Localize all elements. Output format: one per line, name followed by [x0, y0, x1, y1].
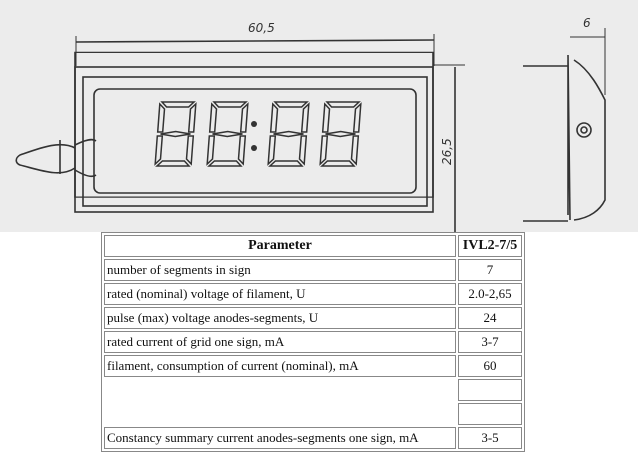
- param-cell: [104, 379, 456, 401]
- table-row-empty: [104, 403, 522, 425]
- seven-segment-digit: [267, 101, 310, 167]
- digit-segment: [208, 102, 218, 133]
- table-row: Constancy summary current anodes-segment…: [104, 427, 522, 449]
- seven-segment-digit: [154, 101, 197, 167]
- digit-segment: [298, 135, 308, 166]
- exhaust-tip: [15, 143, 76, 174]
- value-cell: [458, 379, 522, 401]
- param-cell: Constancy summary current anodes-segment…: [104, 427, 456, 449]
- colon-dot-bottom: [251, 145, 257, 151]
- value-cell: 7: [458, 259, 522, 281]
- digit-segment: [319, 135, 329, 166]
- digit-segment: [267, 135, 277, 166]
- table-row: rated (nominal) voltage of filament, U 2.…: [104, 283, 522, 305]
- param-cell: pulse (max) voltage anodes-segments, U: [104, 307, 456, 329]
- digit-segment: [300, 102, 310, 133]
- table-row-empty: [104, 379, 522, 401]
- side-view: [567, 54, 606, 221]
- display-window: [93, 88, 417, 194]
- param-cell: [104, 403, 456, 425]
- digit-segment: [325, 130, 356, 138]
- table-row: pulse (max) voltage anodes-segments, U 24: [104, 307, 522, 329]
- header-parameter: Parameter: [104, 235, 456, 257]
- vfd-display-drawing: 60,5 26,5 6: [15, 16, 606, 258]
- value-cell: 2.0-2,65: [458, 283, 522, 305]
- width-dimension-label: 60,5: [248, 21, 275, 35]
- digit-segment: [321, 102, 331, 133]
- digit-segment: [325, 101, 361, 108]
- digit-segment: [187, 102, 197, 133]
- digit-segment: [268, 160, 304, 167]
- depth-dimension-label: 6: [583, 16, 591, 30]
- value-cell: 60: [458, 355, 522, 377]
- digit-segment: [154, 135, 164, 166]
- digit-segment: [237, 135, 247, 166]
- digit-segment: [206, 135, 216, 166]
- technical-drawing: 60,5 26,5 6: [0, 0, 638, 258]
- table-row: filament, consumption of current (nomina…: [104, 355, 522, 377]
- table-row: number of segments in sign 7: [104, 259, 522, 281]
- inner-frame: [82, 76, 428, 207]
- outer-frame-line: [74, 66, 434, 213]
- digit-segment: [156, 102, 166, 133]
- param-cell: number of segments in sign: [104, 259, 456, 281]
- value-cell: 3-7: [458, 331, 522, 353]
- digit-segment: [160, 101, 196, 108]
- height-dimension-label: 26,5: [440, 138, 454, 165]
- digit-segment: [185, 135, 195, 166]
- digit-segment: [239, 102, 249, 133]
- seven-segment-digit: [319, 101, 362, 167]
- table-row: rated current of grid one sign, mA 3-7: [104, 331, 522, 353]
- digit-segment: [155, 160, 191, 167]
- digit-segment: [207, 160, 243, 167]
- value-cell: 24: [458, 307, 522, 329]
- digit-segment: [320, 160, 356, 167]
- param-cell: rated (nominal) voltage of filament, U: [104, 283, 456, 305]
- table-header-row: Parameter IVL2-7/5: [104, 235, 522, 257]
- digit-segment: [273, 101, 309, 108]
- value-cell: [458, 403, 522, 425]
- colon-dot-top: [251, 121, 257, 127]
- digit-segment: [160, 130, 191, 138]
- param-cell: filament, consumption of current (nomina…: [104, 355, 456, 377]
- digit-segment: [212, 101, 248, 108]
- value-cell: 3-5: [458, 427, 522, 449]
- parameter-table: Parameter IVL2-7/5 number of segments in…: [101, 232, 525, 452]
- digit-segment: [269, 102, 279, 133]
- digit-segment: [273, 130, 304, 138]
- header-model: IVL2-7/5: [458, 235, 522, 257]
- digit-segment: [212, 130, 243, 138]
- param-cell: rated current of grid one sign, mA: [104, 331, 456, 353]
- digit-segment: [350, 135, 360, 166]
- seven-segment-digit: [206, 101, 249, 167]
- digit-segment: [352, 102, 362, 133]
